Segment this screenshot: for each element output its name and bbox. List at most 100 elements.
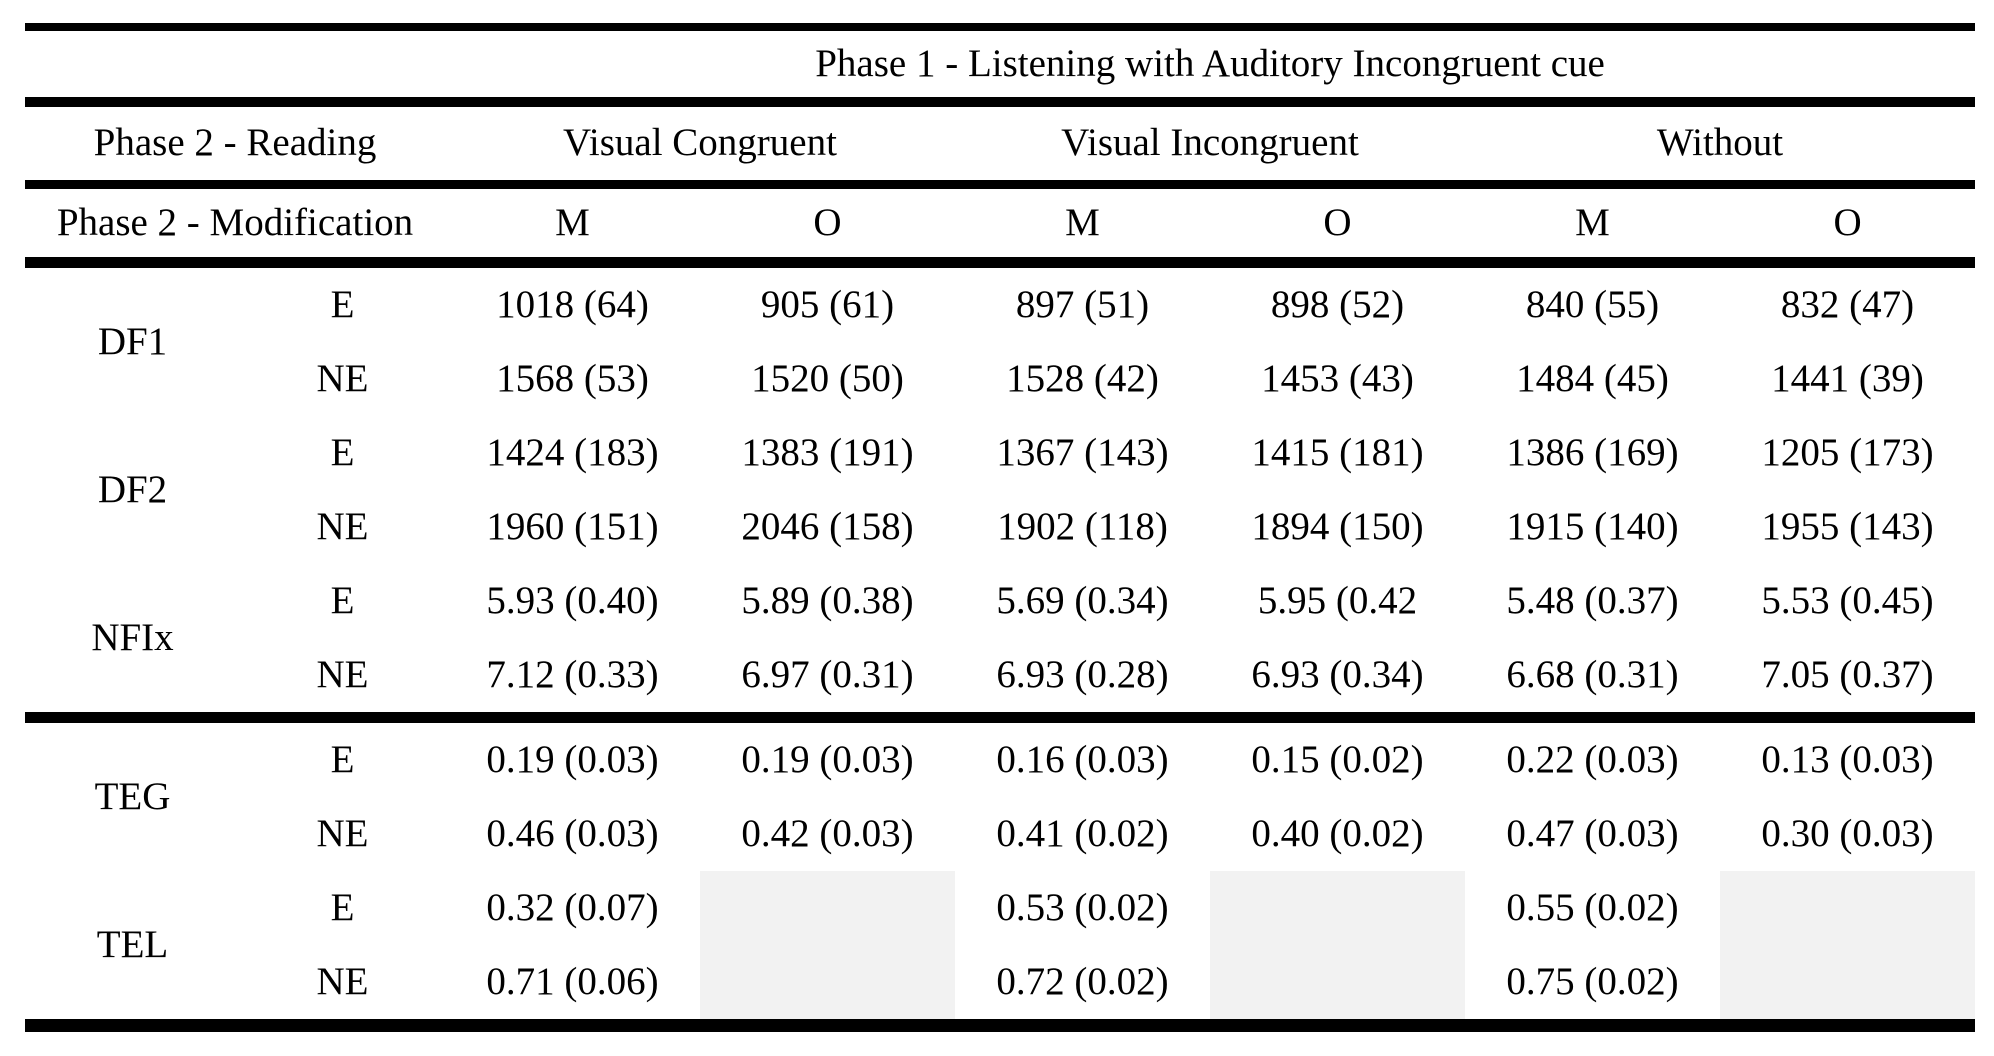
value-cell: 1415 (181) [1251,430,1424,474]
value-cell: 1520 (50) [751,356,904,400]
header-phase2-reading: Phase 2 - Reading [25,102,445,189]
value-cell: 0.32 (0.07) [486,885,659,929]
subcolumn-header-row: Phase 2 - Modification M O M O M O [25,184,1976,268]
title-row: Phase 1 - Listening with Auditory Incong… [25,23,1976,107]
value-cell: 0.75 (0.02) [1465,945,1720,1032]
value-cell: 1955 (143) [1761,504,1934,548]
condition-cell: NE [240,945,445,1032]
condition-cell: E [330,578,355,622]
value-cell: 0.55 (0.02) [1506,885,1679,929]
value-cell: 1386 (169) [1506,430,1679,474]
header-subcol-o3: O [1720,184,1976,268]
value-cell: 5.69 (0.34) [996,578,1169,622]
value-cell: 1960 (151) [486,504,659,548]
header-subcol-m1: M [445,184,700,268]
value-cell: 1484 (45) [1516,356,1669,400]
value-cell: 832 (47) [1780,282,1915,326]
value-cell: 5.93 (0.40) [486,578,659,622]
shaded-empty-cell [1720,871,1976,945]
value-cell: 0.16 (0.03) [996,737,1169,781]
header-subcol-m2: M [955,184,1210,268]
condition-cell: E [330,430,355,474]
value-cell: 1453 (43) [1261,356,1414,400]
shaded-empty-cell [1720,945,1976,1032]
value-cell: 1018 (64) [496,282,649,326]
value-cell: 840 (55) [1525,282,1660,326]
value-cell: 1894 (150) [1251,504,1424,548]
table-row: NE 1960 (151) 2046 (158) 1902 (118) 1894 (15… [25,490,1975,564]
table-row: NE 1568 (53) 1520 (50) 1528 (42) 1453 (43) 14… [25,342,1975,416]
header-visual-congruent: Visual Congruent [445,102,955,189]
shaded-empty-cell [700,871,955,945]
results-table: Phase 1 - Listening with Auditory Incong… [25,23,1976,1032]
value-cell: 0.15 (0.02) [1251,737,1424,781]
value-cell: 897 (51) [1015,282,1150,326]
value-cell: 1568 (53) [496,356,649,400]
value-cell: 6.93 (0.34) [1210,638,1465,723]
value-cell: 5.53 (0.45) [1761,578,1934,622]
value-cell: 0.19 (0.03) [486,737,659,781]
group-header-row: Phase 2 - Reading Visual Congruent Visua… [25,102,1976,189]
value-cell: 1205 (173) [1761,430,1934,474]
header-subcol-o2: O [1210,184,1465,268]
condition-cell: NE [240,638,445,723]
table-row: DF1 E 1018 (64) 905 (61) 897 (51) 898 (52) 840… [25,263,1975,362]
value-cell: 0.19 (0.03) [741,737,914,781]
row-group-label: TEL [25,871,240,1032]
shaded-empty-cell [1210,871,1465,945]
value-cell: 6.68 (0.31) [1465,638,1720,723]
header-subcol-m3: M [1465,184,1720,268]
table-row: NE 0.46 (0.03) 0.42 (0.03) 0.41 (0.02) 0.40 … [25,797,1975,871]
value-cell: 0.47 (0.03) [1506,811,1679,855]
empty-corner-cell [25,23,445,107]
value-cell: 0.22 (0.03) [1506,737,1679,781]
table-row: DF2 E 1424 (183) 1383 (191) 1367 (143) 1415 (… [25,416,1975,510]
value-cell: 0.41 (0.02) [996,811,1169,855]
value-cell: 898 (52) [1270,282,1405,326]
value-cell: 0.72 (0.02) [955,945,1210,1032]
table-row: NE 0.71 (0.06) 0.72 (0.02) 0.75 (0.02) [25,945,1976,1032]
header-subcol-o1: O [700,184,955,268]
value-cell: 905 (61) [760,282,895,326]
value-cell: 0.40 (0.02) [1251,811,1424,855]
value-cell: 1424 (183) [486,430,659,474]
value-cell: 0.46 (0.03) [486,811,659,855]
value-cell: 7.05 (0.37) [1720,638,1976,723]
value-cell: 6.93 (0.28) [955,638,1210,723]
value-cell: 0.42 (0.03) [741,811,914,855]
condition-cell: E [330,885,355,929]
value-cell: 1915 (140) [1506,504,1679,548]
shaded-empty-cell [1210,945,1465,1032]
value-cell: 1441 (39) [1771,356,1924,400]
condition-cell: NE [316,356,369,400]
condition-cell: E [330,282,355,326]
condition-cell: NE [316,811,369,855]
value-cell: 7.12 (0.33) [445,638,700,723]
value-cell: 0.30 (0.03) [1761,811,1934,855]
header-phase2-modification: Phase 2 - Modification [25,184,445,268]
condition-cell: NE [316,504,369,548]
row-group-label: DF1 [97,319,168,363]
row-group-label: NFIx [25,564,240,723]
value-cell: 1383 (191) [741,430,914,474]
header-without: Without [1465,102,1976,189]
value-cell: 5.95 (0.42 [1257,578,1418,622]
shaded-empty-cell [700,945,955,1032]
header-visual-incongruent: Visual Incongruent [955,102,1465,189]
value-cell: 0.71 (0.06) [445,945,700,1032]
value-cell: 6.97 (0.31) [700,638,955,723]
value-cell: 1902 (118) [997,504,1168,548]
row-group-label: TEG [94,774,171,818]
value-cell: 5.89 (0.38) [741,578,914,622]
value-cell: 0.53 (0.02) [996,885,1169,929]
table-title: Phase 1 - Listening with Auditory Incong… [445,23,1976,107]
table-row: NE 7.12 (0.33) 6.97 (0.31) 6.93 (0.28) 6.93 … [25,638,1976,723]
table-row: NFIx E 5.93 (0.40) 5.89 (0.38) 5.69 (0.34) 5.… [25,564,1975,723]
value-cell: 0.13 (0.03) [1761,737,1934,781]
row-group-label: DF2 [97,467,168,511]
value-cell: 5.48 (0.37) [1506,578,1679,622]
value-cell: 2046 (158) [741,504,914,548]
table-row: TEL E 0.32 (0.07) 0.53 (0.02) 0.55 (0.02) [25,871,1976,1032]
value-cell: 1367 (143) [996,430,1169,474]
